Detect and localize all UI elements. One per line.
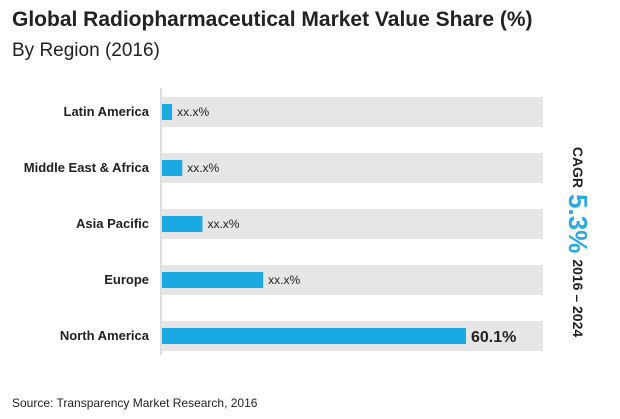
category-label: Asia Pacific bbox=[76, 216, 149, 231]
cagr-label: CAGR bbox=[570, 146, 586, 189]
source-note: Source: Transparency Market Research, 20… bbox=[12, 396, 258, 410]
cagr-period: 2016 – 2024 bbox=[570, 259, 586, 338]
category-label: Middle East & Africa bbox=[24, 160, 150, 175]
bar bbox=[162, 160, 183, 176]
chart-subtitle: By Region (2016) bbox=[12, 40, 160, 61]
cagr-callout: CAGR 5.3% 2016 – 2024 bbox=[548, 132, 608, 352]
bar bbox=[162, 328, 466, 344]
bar bbox=[162, 104, 173, 120]
value-label: xx.x% bbox=[207, 217, 239, 231]
chart-title: Global Radiopharmaceutical Market Value … bbox=[12, 8, 533, 31]
bar bbox=[162, 272, 264, 288]
bar-track bbox=[162, 209, 543, 239]
value-label: 60.1% bbox=[471, 329, 516, 346]
category-label: Latin America bbox=[64, 104, 150, 119]
bar bbox=[162, 216, 203, 232]
value-label: xx.x% bbox=[187, 161, 219, 175]
value-label: xx.x% bbox=[177, 105, 209, 119]
value-label: xx.x% bbox=[268, 273, 300, 287]
category-label: Europe bbox=[104, 272, 149, 287]
cagr-value: 5.3% bbox=[563, 194, 594, 254]
bar-track bbox=[162, 153, 543, 183]
category-label: North America bbox=[60, 328, 150, 343]
bar-track bbox=[162, 97, 543, 127]
